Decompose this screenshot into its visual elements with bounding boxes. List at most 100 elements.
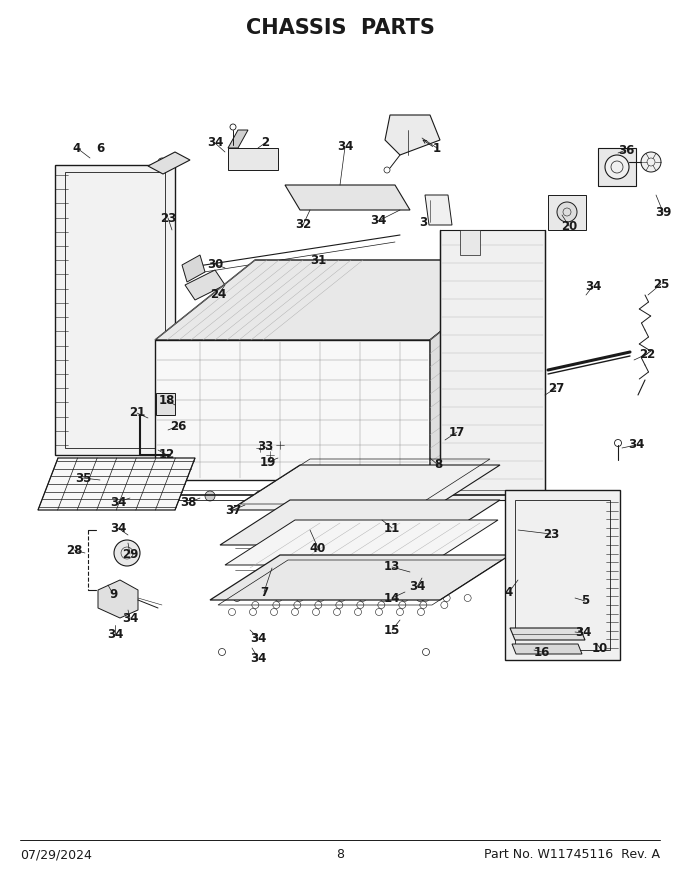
Circle shape <box>415 491 425 501</box>
Text: 38: 38 <box>180 496 197 510</box>
Text: 23: 23 <box>543 527 559 540</box>
Polygon shape <box>98 580 138 618</box>
Text: 34: 34 <box>109 495 126 509</box>
Text: 34: 34 <box>107 628 123 642</box>
Text: 25: 25 <box>653 277 669 290</box>
Circle shape <box>335 491 345 501</box>
Text: 31: 31 <box>310 253 326 267</box>
Text: Part No. W11745116  Rev. A: Part No. W11745116 Rev. A <box>484 848 660 862</box>
Circle shape <box>605 155 629 179</box>
Text: 6: 6 <box>96 142 104 155</box>
Text: 30: 30 <box>207 258 223 270</box>
Polygon shape <box>425 195 452 225</box>
Text: 27: 27 <box>548 382 564 394</box>
Text: 9: 9 <box>109 588 117 600</box>
Text: 14: 14 <box>384 591 401 605</box>
Text: 34: 34 <box>337 141 353 153</box>
Polygon shape <box>228 130 248 148</box>
Polygon shape <box>156 393 175 415</box>
Text: 34: 34 <box>109 522 126 534</box>
Polygon shape <box>295 510 340 520</box>
Text: 4: 4 <box>505 585 513 598</box>
Circle shape <box>313 192 323 202</box>
Text: 34: 34 <box>250 632 266 644</box>
Circle shape <box>331 192 341 202</box>
Polygon shape <box>460 230 480 255</box>
Text: 20: 20 <box>561 219 577 232</box>
Polygon shape <box>510 628 585 640</box>
Polygon shape <box>440 230 545 500</box>
Text: 39: 39 <box>655 206 671 218</box>
Text: 21: 21 <box>129 407 145 420</box>
Polygon shape <box>505 490 620 660</box>
Text: 16: 16 <box>534 646 550 658</box>
Circle shape <box>114 540 140 566</box>
Text: 10: 10 <box>592 642 608 655</box>
Polygon shape <box>55 165 175 455</box>
Circle shape <box>160 491 170 501</box>
Text: 34: 34 <box>207 136 223 150</box>
Circle shape <box>589 643 599 653</box>
Text: 29: 29 <box>122 547 138 561</box>
Text: 11: 11 <box>384 522 400 534</box>
Circle shape <box>367 192 377 202</box>
Polygon shape <box>430 260 530 480</box>
Text: 35: 35 <box>75 472 91 485</box>
Polygon shape <box>210 555 510 600</box>
Text: 17: 17 <box>449 426 465 438</box>
Polygon shape <box>385 115 440 155</box>
Polygon shape <box>225 520 498 565</box>
Text: 34: 34 <box>409 581 425 593</box>
Polygon shape <box>285 185 410 210</box>
Circle shape <box>111 593 125 607</box>
Text: 2: 2 <box>261 136 269 150</box>
Text: 34: 34 <box>122 612 138 625</box>
Text: 36: 36 <box>618 143 634 157</box>
Polygon shape <box>182 255 205 282</box>
Text: CHASSIS  PARTS: CHASSIS PARTS <box>245 18 435 38</box>
Polygon shape <box>155 340 430 480</box>
Polygon shape <box>148 152 190 174</box>
Text: 1: 1 <box>433 142 441 155</box>
Circle shape <box>295 192 305 202</box>
Circle shape <box>641 152 661 172</box>
Text: 40: 40 <box>310 541 326 554</box>
Text: 5: 5 <box>581 595 589 607</box>
Text: 13: 13 <box>384 561 400 574</box>
Bar <box>598 148 636 186</box>
Polygon shape <box>512 644 582 654</box>
Text: 15: 15 <box>384 624 401 636</box>
Text: 26: 26 <box>170 420 186 432</box>
Circle shape <box>255 491 265 501</box>
Circle shape <box>205 491 215 501</box>
Text: 32: 32 <box>295 218 311 231</box>
Text: 34: 34 <box>585 280 601 292</box>
Circle shape <box>385 192 395 202</box>
Circle shape <box>349 192 359 202</box>
Text: 34: 34 <box>250 651 266 664</box>
Text: 33: 33 <box>257 441 273 453</box>
Circle shape <box>557 202 577 222</box>
Polygon shape <box>220 500 500 545</box>
Text: 23: 23 <box>160 211 176 224</box>
Text: 18: 18 <box>159 393 175 407</box>
Bar <box>548 195 586 230</box>
Text: 8: 8 <box>434 458 442 472</box>
Text: 8: 8 <box>336 848 344 862</box>
Polygon shape <box>228 148 278 170</box>
Text: 19: 19 <box>260 456 276 468</box>
Text: 34: 34 <box>575 627 591 640</box>
Text: 7: 7 <box>260 585 268 598</box>
Polygon shape <box>155 260 530 340</box>
Text: 34: 34 <box>370 215 386 228</box>
Polygon shape <box>38 458 195 510</box>
Text: 3: 3 <box>419 216 427 229</box>
Text: 22: 22 <box>639 348 655 361</box>
Text: 07/29/2024: 07/29/2024 <box>20 848 92 862</box>
Polygon shape <box>230 465 500 510</box>
Text: 28: 28 <box>66 544 82 556</box>
Text: 37: 37 <box>225 503 241 517</box>
Text: 24: 24 <box>210 289 226 302</box>
Circle shape <box>475 491 485 501</box>
Text: 4: 4 <box>73 142 81 155</box>
